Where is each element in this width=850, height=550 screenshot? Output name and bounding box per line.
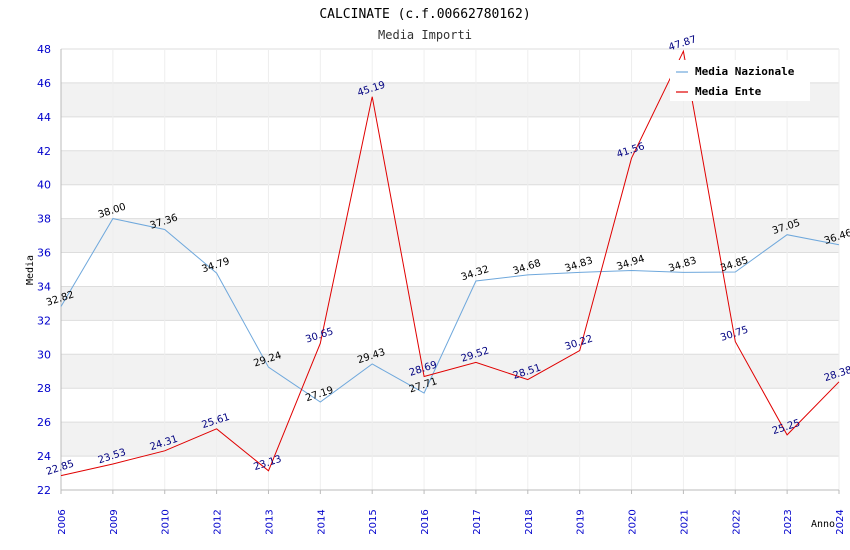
x-tick-label: 2015	[368, 509, 379, 534]
x-tick-label: 2014	[316, 509, 327, 534]
x-tick-label: 2013	[264, 509, 275, 534]
x-tick-label: 2006	[57, 509, 68, 534]
series-line-media-nazionale	[60, 218, 840, 403]
x-tick-label: 2020	[628, 509, 639, 534]
y-tick-label: 48	[37, 43, 51, 56]
legend-label-media-nazionale: Media Nazionale	[695, 65, 795, 78]
x-tick-label: 2012	[213, 509, 224, 534]
y-axis-label: Media	[25, 255, 36, 285]
x-tick-label: 2016	[420, 509, 431, 534]
grid-band	[61, 422, 839, 457]
y-tick-label: 22	[37, 484, 51, 497]
x-tick-labels: 2006 2009 2010 2012 2013 2014 2015 2016 2017 2018…	[57, 509, 846, 534]
x-tick-label: 2022	[731, 509, 742, 534]
x-axis-label: Anno	[811, 519, 835, 530]
grid-band	[61, 150, 839, 185]
y-tick-label: 30	[37, 348, 51, 361]
y-tick-label: 36	[37, 247, 51, 260]
chart-title: CALCINATE (c.f.00662780162)	[319, 7, 530, 22]
grid-band	[61, 218, 839, 253]
legend-label-media-ente: Media Ente	[695, 85, 762, 98]
grid-band	[61, 354, 839, 389]
x-tick-label: 2018	[524, 509, 535, 534]
x-tick-label: 2019	[576, 509, 587, 534]
grid-band	[61, 286, 839, 321]
chart-subtitle: Media Importi	[378, 28, 472, 42]
y-tick-label: 38	[37, 213, 51, 226]
y-tick-label: 44	[37, 111, 51, 124]
y-tick-label: 34	[37, 280, 51, 293]
y-tick-label: 28	[37, 382, 51, 395]
y-tick-label: 32	[37, 314, 51, 327]
legend-box	[670, 60, 810, 101]
legend: Media Nazionale Media Ente	[670, 60, 810, 101]
y-tick-labels: 22 24 26 28 30 32 34 36 38 40 42 44 46 48	[37, 43, 51, 497]
x-tick-label: 2017	[472, 509, 483, 534]
y-tick-label: 24	[37, 450, 51, 463]
y-tick-label: 40	[37, 179, 51, 192]
x-tick-label: 2021	[679, 509, 690, 534]
grid-bands	[61, 82, 839, 457]
series-line-media-ente	[60, 49, 840, 477]
y-tick-label: 42	[37, 145, 51, 158]
axes	[60, 49, 840, 494]
x-tick-label: 2009	[109, 509, 120, 534]
x-tick-label: 2010	[161, 509, 172, 534]
y-tick-label: 26	[37, 416, 51, 429]
x-tick-label: 2024	[835, 509, 846, 534]
y-tick-label: 46	[37, 77, 51, 90]
x-tick-label: 2023	[783, 509, 794, 534]
series-lines	[60, 49, 840, 477]
